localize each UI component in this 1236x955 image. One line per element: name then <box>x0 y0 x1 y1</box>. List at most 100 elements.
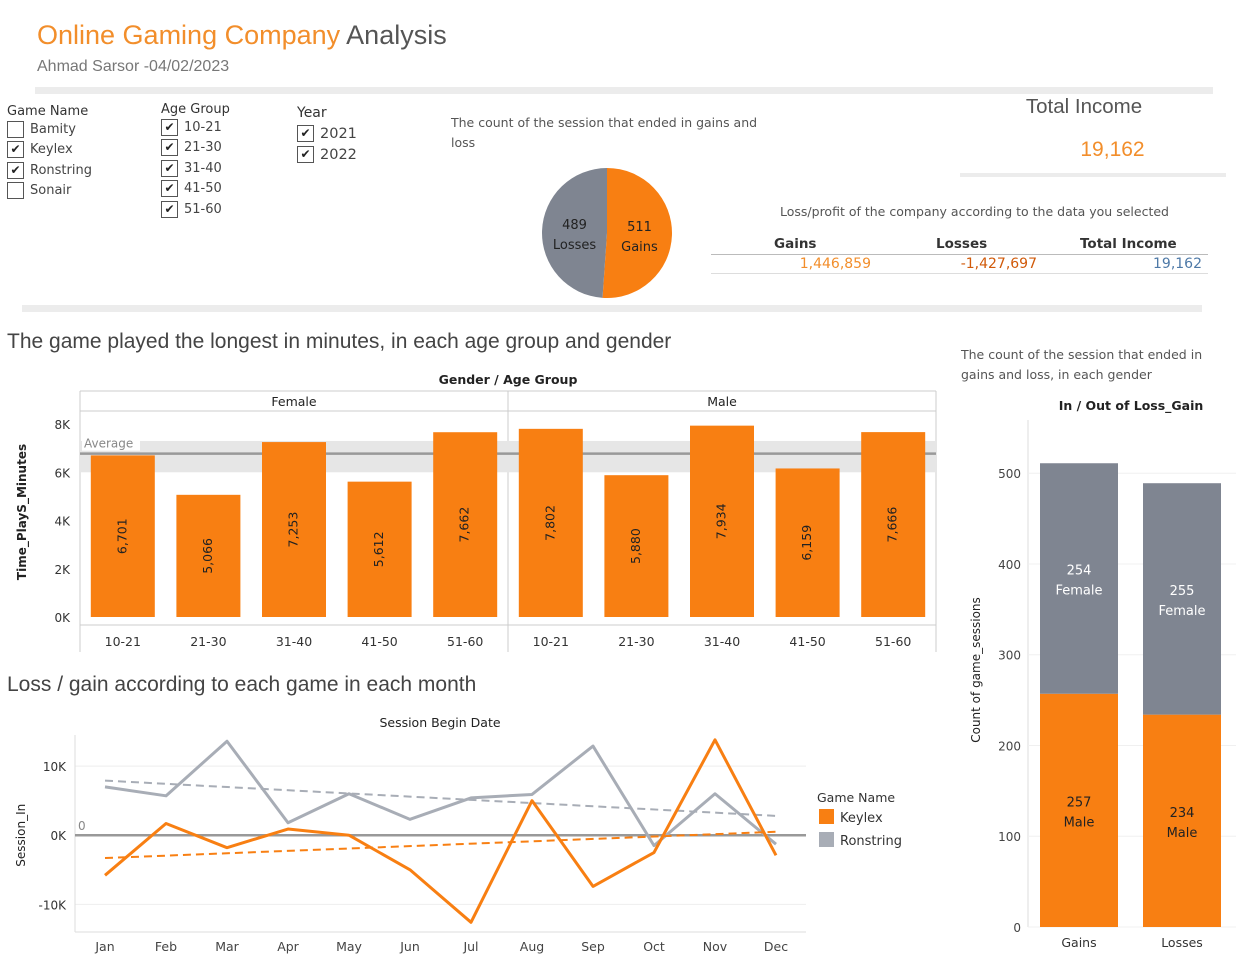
filter-option[interactable]: ✔ 31-40 <box>161 158 230 179</box>
age-group-filter: Age Group ✔ 10-21 ✔ 21-30 ✔ 31-40 ✔ 41-50 ✔ 51-60 <box>161 102 230 220</box>
line-section-heading: Loss / gain according to each game in ea… <box>7 673 476 697</box>
x-tick-label: 31-40 <box>276 634 312 649</box>
segment-value-label: 255 <box>1170 584 1195 599</box>
total-income-divider <box>960 173 1226 177</box>
filter-option[interactable]: ✔ 10-21 <box>161 117 230 138</box>
pie-value-label: 489 <box>562 218 587 233</box>
checkbox-checked-icon[interactable]: ✔ <box>161 119 178 136</box>
segment-value-label: 254 <box>1067 564 1092 579</box>
x-tick-label: Jan <box>94 939 114 954</box>
y-axis-label: Session_In <box>14 804 28 867</box>
filter-option[interactable]: Bamity <box>7 119 92 140</box>
summary-rule-bottom <box>711 273 1208 274</box>
checkbox-checked-icon[interactable]: ✔ <box>297 146 314 163</box>
y-tick-label: 500 <box>998 467 1021 481</box>
filter-option-label: 10-21 <box>184 120 222 135</box>
year-filter: Year ✔ 2021 ✔ 2022 <box>297 105 357 165</box>
segment-value-label: 257 <box>1067 795 1092 810</box>
bar-chart-title: Gender / Age Group <box>439 372 578 387</box>
x-tick-label: 10-21 <box>533 634 569 649</box>
checkbox-checked-icon[interactable]: ✔ <box>161 201 178 218</box>
filter-option-label: 2022 <box>320 147 357 163</box>
filter-option-label: 21-30 <box>184 140 222 155</box>
filter-option-label: Bamity <box>30 122 76 137</box>
x-tick-label: Sep <box>581 939 605 954</box>
x-tick-label: Nov <box>703 939 728 954</box>
filter-option-label: 41-50 <box>184 181 222 196</box>
total-income-value: 19,162 <box>1040 138 1185 162</box>
summary-header-gains: Gains <box>774 236 816 252</box>
y-tick-label: 400 <box>998 558 1021 572</box>
filter-option-label: 51-60 <box>184 202 222 217</box>
y-tick-label: -10K <box>39 898 68 912</box>
x-tick-label: 31-40 <box>704 634 740 649</box>
checkbox-checked-icon[interactable]: ✔ <box>161 180 178 197</box>
section-divider <box>22 305 1202 312</box>
filter-option-label: Ronstring <box>30 163 92 178</box>
y-axis-label: Count of game_sessions <box>969 597 983 743</box>
y-axis-label: Time_PlayS_Minutes <box>15 444 30 580</box>
checkbox-checked-icon[interactable]: ✔ <box>297 125 314 142</box>
panel-label: Male <box>707 394 737 409</box>
average-band <box>80 441 936 472</box>
legend-swatch <box>819 832 834 847</box>
filter-option[interactable]: ✔ Keylex <box>7 140 92 161</box>
x-tick-label: 21-30 <box>190 634 226 649</box>
monthly-line-chart: Session Begin Date-10K0K10K0Session_InJa… <box>0 710 945 955</box>
y-tick-label: 0 <box>1013 921 1021 935</box>
pie-slice-losses <box>542 168 607 298</box>
filter-option[interactable]: ✔ 41-50 <box>161 179 230 200</box>
header-divider <box>35 87 1213 94</box>
line-chart-title: Session Begin Date <box>379 715 500 730</box>
filter-title: Year <box>297 105 357 121</box>
x-tick-label: 21-30 <box>618 634 654 649</box>
filter-option[interactable]: Sonair <box>7 181 92 202</box>
summary-losses-value: -1,427,697 <box>930 256 1037 272</box>
checkbox-empty-icon[interactable] <box>7 121 24 138</box>
filter-title: Age Group <box>161 102 230 117</box>
legend-label: Ronstring <box>840 834 902 849</box>
filter-option[interactable]: ✔ 2021 <box>297 123 357 144</box>
checkbox-empty-icon[interactable] <box>7 182 24 199</box>
filter-option-label: Keylex <box>30 142 73 157</box>
checkbox-checked-icon[interactable]: ✔ <box>7 141 24 158</box>
y-tick-label: 4K <box>54 515 71 529</box>
y-tick-label: 2K <box>54 563 71 577</box>
legend-swatch <box>819 809 834 824</box>
y-tick-label: 100 <box>998 830 1021 844</box>
x-tick-label: 51-60 <box>447 634 483 649</box>
x-tick-label: 10-21 <box>105 634 141 649</box>
checkbox-checked-icon[interactable]: ✔ <box>7 162 24 179</box>
x-tick-label: May <box>336 939 362 954</box>
title-rest: Analysis <box>346 20 447 50</box>
x-tick-label: Mar <box>215 939 239 954</box>
filter-option[interactable]: ✔ Ronstring <box>7 160 92 181</box>
summary-header-losses: Losses <box>936 236 987 252</box>
filter-option[interactable]: ✔ 51-60 <box>161 199 230 220</box>
y-tick-label: 10K <box>43 760 67 774</box>
panel-label: Female <box>271 394 317 409</box>
y-tick-label: 6K <box>54 466 71 480</box>
pie-title: The count of the session that ended in g… <box>451 113 766 153</box>
bar-section-heading: The game played the longest in minutes, … <box>7 330 671 354</box>
filter-option[interactable]: ✔ 21-30 <box>161 138 230 159</box>
filter-option-label: Sonair <box>30 183 71 198</box>
summary-total-value: 19,162 <box>1100 256 1202 272</box>
x-tick-label: Dec <box>764 939 788 954</box>
x-tick-label: Aug <box>520 939 544 954</box>
x-tick-label: Apr <box>277 939 299 954</box>
filter-option[interactable]: ✔ 2022 <box>297 144 357 165</box>
filter-title: Game Name <box>7 104 92 119</box>
bar-value-label: 5,612 <box>371 531 386 567</box>
segment-name-label: Female <box>1158 604 1205 619</box>
age-gender-bar-chart: Gender / Age Group Average 0K 2K 4K 6K 8K Time_… <box>0 362 945 662</box>
pie-category-label: Losses <box>553 238 597 253</box>
bar-value-label: 7,666 <box>885 507 900 543</box>
checkbox-checked-icon[interactable]: ✔ <box>161 139 178 156</box>
series-line-ronstring <box>105 741 776 845</box>
x-tick-label: 41-50 <box>789 634 825 649</box>
segment-name-label: Female <box>1055 584 1102 599</box>
summary-header-total: Total Income <box>1080 236 1177 252</box>
checkbox-checked-icon[interactable]: ✔ <box>161 160 178 177</box>
zero-label: 0 <box>78 819 86 833</box>
